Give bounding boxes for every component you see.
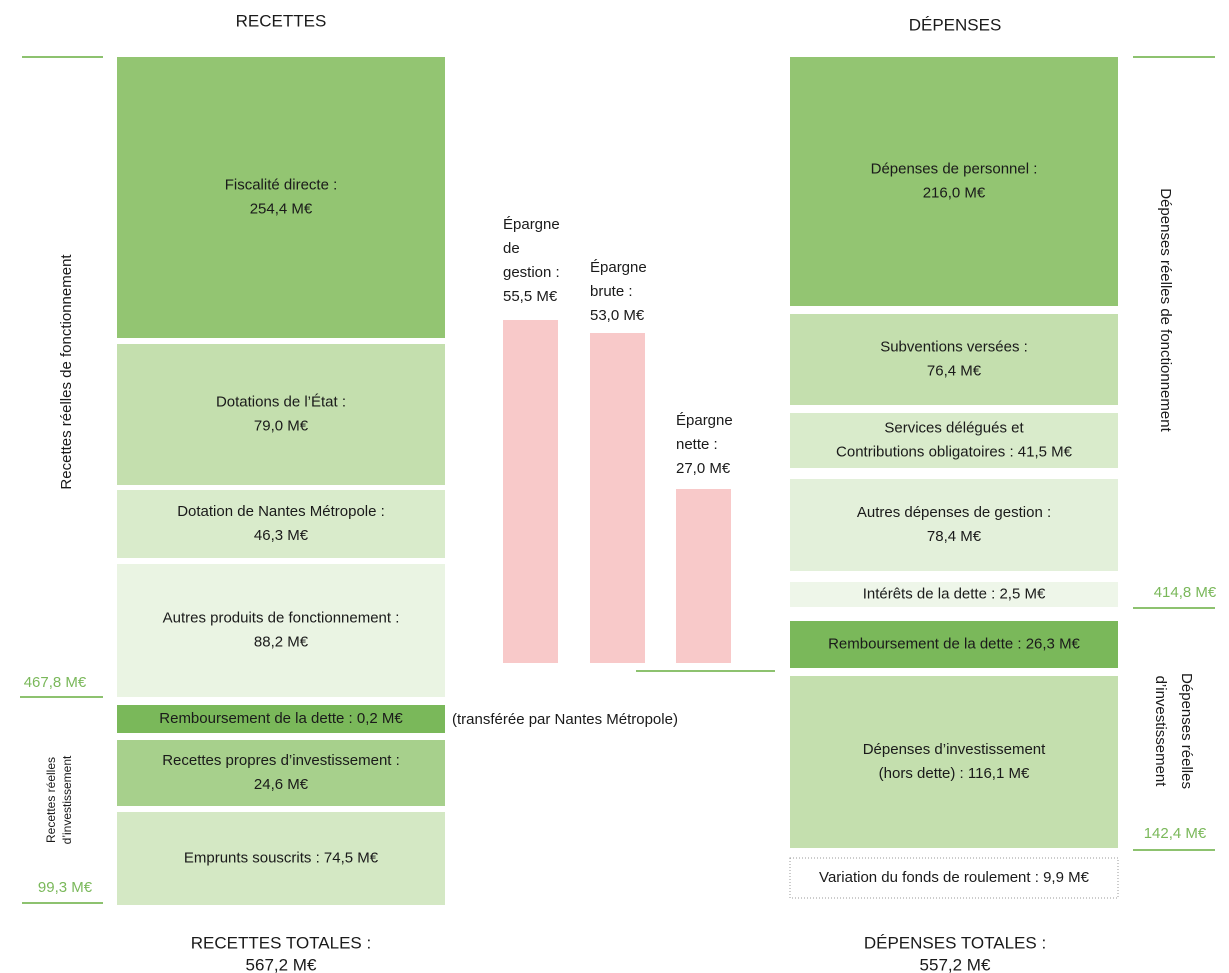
block <box>790 479 1118 571</box>
epargne-label: Épargne <box>503 216 560 233</box>
side-label: Dépenses réelles <box>1178 673 1195 789</box>
total-label: DÉPENSES TOTALES : <box>864 933 1046 952</box>
side-label: Recettes réelles <box>44 757 58 843</box>
block-label: 79,0 M€ <box>254 417 309 434</box>
total-label: 567,2 M€ <box>246 955 317 973</box>
block <box>117 564 445 697</box>
side-label: d’investissement <box>60 755 74 844</box>
block <box>790 621 1118 668</box>
column-title: RECETTES <box>236 11 327 30</box>
block <box>789 857 1119 899</box>
epargne-bar <box>503 320 558 663</box>
block-label: Subventions versées : <box>880 338 1028 355</box>
block <box>790 676 1118 848</box>
block-label: Services délégués et <box>884 419 1024 436</box>
block <box>117 705 445 733</box>
separator-lines <box>20 56 1215 904</box>
epargne-label: 53,0 M€ <box>590 307 645 324</box>
side-total: 99,3 M€ <box>38 879 93 896</box>
epargne-label: gestion : <box>503 264 560 281</box>
side-label: d’investissement <box>1152 676 1169 788</box>
epargne-label: de <box>503 240 520 257</box>
column-title: DÉPENSES <box>909 15 1002 34</box>
block-label: 88,2 M€ <box>254 633 309 650</box>
block <box>790 582 1118 607</box>
block <box>117 57 445 338</box>
epargne-label: brute : <box>590 283 633 300</box>
block-label: Autres dépenses de gestion : <box>857 504 1051 521</box>
block-label: (hors dette) : 116,1 M€ <box>879 765 1030 782</box>
side-total: 142,4 M€ <box>1144 825 1207 842</box>
block-label: Remboursement de la dette : 26,3 M€ <box>828 635 1080 652</box>
block-label: Recettes propres d’investissement : <box>162 752 400 769</box>
block-label: Dépenses d’investissement <box>863 741 1046 758</box>
epargne-bar <box>590 333 645 663</box>
side-total: 467,8 M€ <box>24 674 87 691</box>
block-label: Variation du fonds de roulement : 9,9 M€ <box>819 869 1090 886</box>
block-label: 46,3 M€ <box>254 527 309 544</box>
epargne-label: Épargne <box>676 412 733 429</box>
block-label: Contributions obligatoires : 41,5 M€ <box>836 443 1073 460</box>
epargne-label: nette : <box>676 436 718 453</box>
block-label: 24,6 M€ <box>254 776 309 793</box>
side-label: Recettes réelles de fonctionnement <box>58 254 75 490</box>
block-label: Dotations de l’État : <box>216 393 346 410</box>
block-label: Emprunts souscrits : 74,5 M€ <box>184 849 379 866</box>
block <box>117 344 445 485</box>
block <box>790 314 1118 405</box>
block <box>790 413 1118 468</box>
block <box>117 812 445 905</box>
block <box>117 740 445 806</box>
note: (transférée par Nantes Métropole) <box>452 711 678 728</box>
block-label: 216,0 M€ <box>923 184 986 201</box>
block <box>790 57 1118 306</box>
block-label: Dépenses de personnel : <box>871 160 1038 177</box>
epargne-label: Épargne <box>590 259 647 276</box>
block <box>117 490 445 558</box>
block-label: 76,4 M€ <box>927 362 982 379</box>
side-label: Dépenses réelles de fonctionnement <box>1157 188 1174 432</box>
total-label: RECETTES TOTALES : <box>191 933 371 952</box>
epargne-label: 55,5 M€ <box>503 288 558 305</box>
block-label: Dotation de Nantes Métropole : <box>177 503 385 520</box>
epargne-label: 27,0 M€ <box>676 460 731 477</box>
block-label: Autres produits de fonctionnement : <box>163 609 400 626</box>
block-label: Fiscalité directe : <box>225 176 338 193</box>
total-label: 557,2 M€ <box>920 955 991 973</box>
block-label: 254,4 M€ <box>250 200 313 217</box>
block-label: 78,4 M€ <box>927 528 982 545</box>
epargne-bar <box>676 489 731 663</box>
block-label: Remboursement de la dette : 0,2 M€ <box>159 710 403 727</box>
block-label: Intérêts de la dette : 2,5 M€ <box>863 585 1046 602</box>
side-total: 414,8 M€ <box>1154 584 1217 601</box>
